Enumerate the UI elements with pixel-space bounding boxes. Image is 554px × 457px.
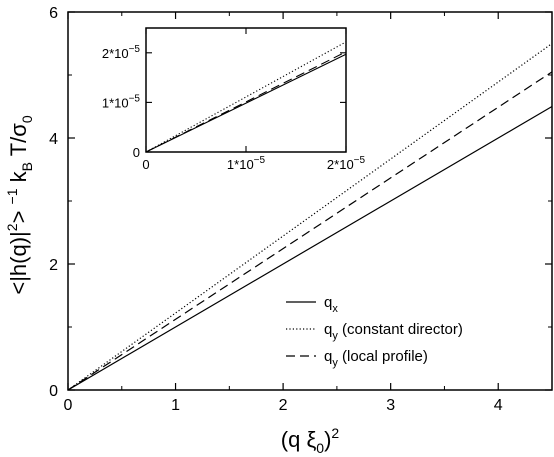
inset-x-tick-label: 2*10−5 xyxy=(327,155,366,172)
inset-frame xyxy=(145,27,347,153)
x-tick-label: 4 xyxy=(494,397,503,414)
y-tick-label: 0 xyxy=(49,383,58,400)
inset-x-tick-label: 0 xyxy=(142,157,149,172)
inset-x-tick-label: 1*10−5 xyxy=(227,155,266,172)
series-line-dotted xyxy=(67,43,553,391)
inset-y-tick-label: 2*10−5 xyxy=(102,44,141,61)
series-line-dashed xyxy=(67,71,553,391)
series-line-solid xyxy=(67,105,553,391)
x-axis-label: (q ξ0)2 xyxy=(281,425,340,456)
x-tick-label: 2 xyxy=(279,397,288,414)
legend: qx qy (constant director) qy (local profil… xyxy=(286,294,463,369)
inset-series-line-dashed xyxy=(145,51,347,153)
inset-axis-ticks: 0 1*10−5 2*10−5 0 1*10−5 2*10−5 xyxy=(102,28,366,172)
inset-y-tick-label: 1*10−5 xyxy=(102,93,141,110)
x-tick-label: 0 xyxy=(64,397,73,414)
main-axis-ticks: 0 1 2 3 4 0 2 4 6 xyxy=(49,5,552,414)
legend-label: qx xyxy=(324,294,338,315)
x-tick-label: 1 xyxy=(171,397,180,414)
y-tick-label: 2 xyxy=(49,257,58,274)
legend-label: qy (local profile) xyxy=(324,348,428,369)
x-tick-label: 3 xyxy=(386,397,395,414)
inset-series-line-dotted xyxy=(145,41,347,153)
inset-series-lines xyxy=(145,41,347,153)
y-tick-label: 4 xyxy=(49,131,58,148)
y-tick-label: 6 xyxy=(49,5,58,22)
legend-label: qy (constant director) xyxy=(324,321,463,342)
main-series-lines xyxy=(67,43,553,391)
inset-y-tick-label: 0 xyxy=(133,145,140,160)
inset-series-line-solid xyxy=(145,53,347,153)
y-axis-label: <|h(q)|2> −1 kB T/σ0 xyxy=(4,115,35,294)
